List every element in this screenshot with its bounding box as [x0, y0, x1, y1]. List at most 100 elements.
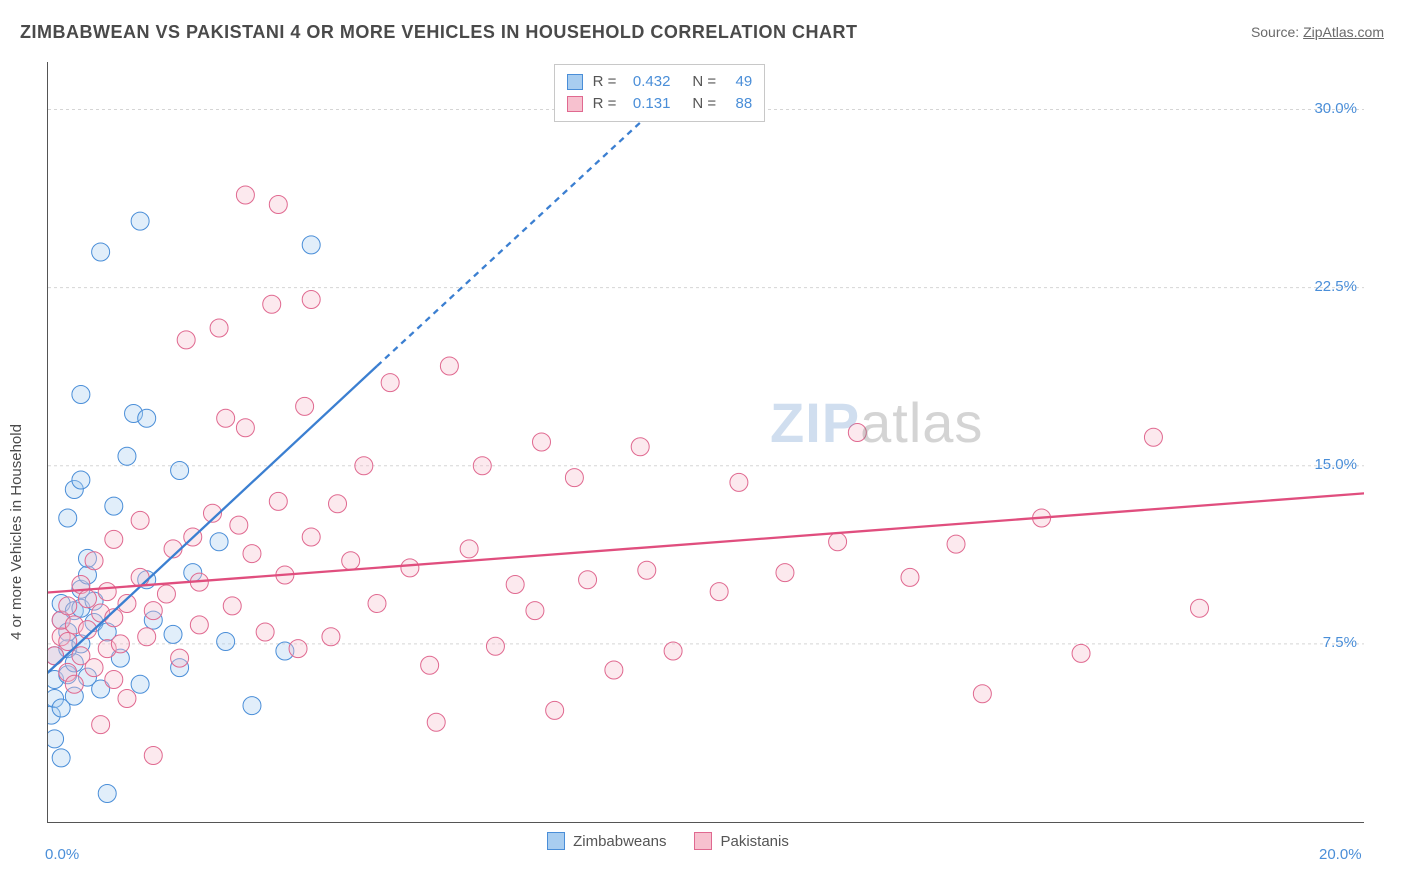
- scatter-point: [243, 545, 261, 563]
- scatter-point: [98, 785, 116, 803]
- scatter-point: [401, 559, 419, 577]
- y-tick-label: 15.0%: [1314, 456, 1357, 473]
- scatter-point: [144, 602, 162, 620]
- correlation-stats-box: R =0.432N =49R =0.131N =88: [554, 64, 766, 122]
- source-attribution: Source: ZipAtlas.com: [1251, 24, 1384, 40]
- stats-r-label: R =: [593, 93, 617, 115]
- scatter-point: [605, 661, 623, 679]
- stats-n-value: 49: [726, 71, 752, 93]
- scatter-point: [263, 295, 281, 313]
- legend-item: Zimbabweans: [547, 832, 666, 850]
- scatter-point: [355, 457, 373, 475]
- source-link[interactable]: ZipAtlas.com: [1303, 24, 1384, 40]
- scatter-point: [730, 473, 748, 491]
- scatter-point: [901, 568, 919, 586]
- stats-n-label: N =: [692, 71, 716, 93]
- scatter-point: [131, 511, 149, 529]
- scatter-point: [776, 564, 794, 582]
- scatter-point: [533, 433, 551, 451]
- stats-swatch: [567, 96, 583, 112]
- scatter-point: [973, 685, 991, 703]
- scatter-point: [440, 357, 458, 375]
- scatter-point: [105, 497, 123, 515]
- scatter-point: [1191, 599, 1209, 617]
- scatter-point: [302, 236, 320, 254]
- scatter-point: [210, 319, 228, 337]
- scatter-point: [59, 597, 77, 615]
- scatter-point: [460, 540, 478, 558]
- legend-swatch: [694, 832, 712, 850]
- scatter-point: [289, 640, 307, 658]
- scatter-point: [105, 530, 123, 548]
- scatter-point: [98, 583, 116, 601]
- scatter-point: [92, 716, 110, 734]
- stats-n-value: 88: [726, 93, 752, 115]
- legend-label: Zimbabweans: [573, 833, 666, 850]
- scatter-point: [72, 386, 90, 404]
- scatter-point: [269, 492, 287, 510]
- x-tick-label: 20.0%: [1319, 846, 1362, 863]
- scatter-point: [342, 552, 360, 570]
- scatter-point: [302, 528, 320, 546]
- scatter-point: [322, 628, 340, 646]
- scatter-point: [947, 535, 965, 553]
- scatter-point: [230, 516, 248, 534]
- scatter-point: [473, 457, 491, 475]
- scatter-point: [48, 730, 64, 748]
- scatter-point: [296, 397, 314, 415]
- scatter-point: [85, 552, 103, 570]
- trend-line: [48, 492, 1364, 594]
- scatter-point: [171, 462, 189, 480]
- scatter-point: [1072, 644, 1090, 662]
- legend: Zimbabweans Pakistanis: [547, 832, 789, 850]
- scatter-point: [579, 571, 597, 589]
- scatter-point: [302, 291, 320, 309]
- scatter-point: [157, 585, 175, 603]
- scatter-point: [421, 656, 439, 674]
- scatter-point: [105, 671, 123, 689]
- scatter-point: [236, 419, 254, 437]
- scatter-point: [236, 186, 254, 204]
- stats-r-label: R =: [593, 71, 617, 93]
- scatter-point: [329, 495, 347, 513]
- scatter-point: [223, 597, 241, 615]
- scatter-point: [171, 649, 189, 667]
- scatter-point: [848, 424, 866, 442]
- scatter-point: [546, 701, 564, 719]
- scatter-point: [138, 409, 156, 427]
- chart-title: ZIMBABWEAN VS PAKISTANI 4 OR MORE VEHICL…: [20, 22, 858, 43]
- stats-swatch: [567, 74, 583, 90]
- scatter-point: [1144, 428, 1162, 446]
- scatter-point: [131, 568, 149, 586]
- source-prefix: Source:: [1251, 24, 1303, 40]
- scatter-point: [243, 697, 261, 715]
- scatter-point: [48, 647, 64, 665]
- scatter-point: [269, 196, 287, 214]
- scatter-point: [506, 576, 524, 594]
- scatter-point: [52, 749, 70, 767]
- scatter-point: [59, 509, 77, 527]
- scatter-point: [190, 616, 208, 634]
- stats-row: R = 0.432 N = 49: [567, 71, 753, 93]
- scatter-point: [829, 533, 847, 551]
- scatter-point: [486, 637, 504, 655]
- scatter-point: [85, 659, 103, 677]
- scatter-point: [118, 447, 136, 465]
- scatter-point: [78, 590, 96, 608]
- scatter-point: [72, 471, 90, 489]
- scatter-point: [177, 331, 195, 349]
- y-tick-label: 30.0%: [1314, 100, 1357, 117]
- stats-r-value: 0.432: [626, 71, 670, 93]
- x-tick-label: 0.0%: [45, 846, 79, 863]
- scatter-plot: [47, 62, 1364, 823]
- stats-n-label: N =: [692, 93, 716, 115]
- legend-label: Pakistanis: [720, 833, 788, 850]
- scatter-point: [368, 595, 386, 613]
- y-tick-label: 7.5%: [1323, 634, 1357, 651]
- y-tick-label: 22.5%: [1314, 278, 1357, 295]
- scatter-point: [65, 675, 83, 693]
- y-axis-label: 4 or more Vehicles in Household: [8, 424, 25, 640]
- scatter-point: [131, 675, 149, 693]
- scatter-point: [164, 625, 182, 643]
- scatter-point: [111, 635, 129, 653]
